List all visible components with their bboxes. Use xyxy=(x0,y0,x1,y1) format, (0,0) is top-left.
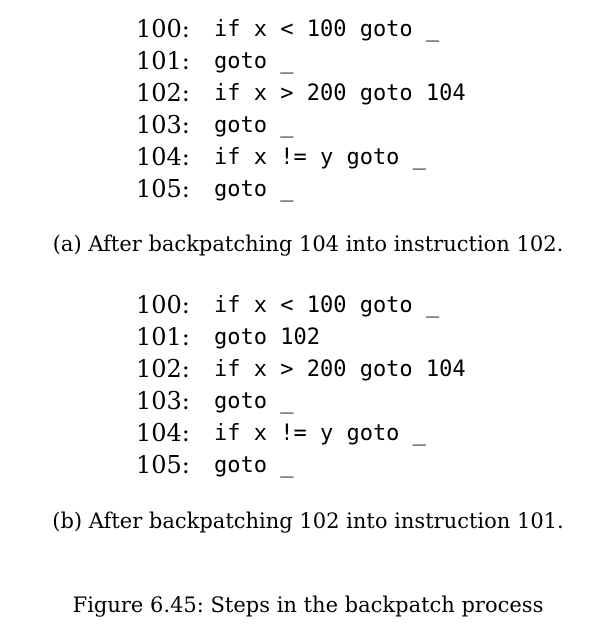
code-line: 101: goto _ xyxy=(136,45,466,77)
line-number: 101: xyxy=(136,323,190,351)
line-number: 101: xyxy=(136,47,190,75)
instruction: if x < 100 goto _ xyxy=(214,16,440,42)
code-line: 101: goto 102 xyxy=(136,321,466,353)
figure-caption: Figure 6.45: Steps in the backpatch proc… xyxy=(72,593,544,617)
line-number: 102: xyxy=(136,79,190,107)
subcaption-a: (a) After backpatching 104 into instruct… xyxy=(52,232,564,256)
instruction: goto _ xyxy=(214,48,294,74)
instruction: if x > 200 goto 104 xyxy=(214,80,466,106)
line-number: 104: xyxy=(136,143,190,171)
code-line: 102: if x > 200 goto 104 xyxy=(136,77,466,109)
code-line: 103: goto _ xyxy=(136,385,466,417)
line-number: 105: xyxy=(136,451,190,479)
code-line: 105: goto _ xyxy=(136,449,466,481)
line-number: 105: xyxy=(136,175,190,203)
code-listing-b: 100: if x < 100 goto _ 101: goto 102 102: i… xyxy=(136,289,466,481)
code-line: 103: goto _ xyxy=(136,109,466,141)
instruction: goto _ xyxy=(214,112,294,138)
instruction: goto 102 xyxy=(214,324,320,350)
line-number: 104: xyxy=(136,419,190,447)
line-number: 102: xyxy=(136,355,190,383)
code-line: 100: if x < 100 goto _ xyxy=(136,13,466,45)
subcaption-b: (b) After backpatching 102 into instruct… xyxy=(52,509,564,533)
code-line: 104: if x != y goto _ xyxy=(136,141,466,173)
instruction: if x > 200 goto 104 xyxy=(214,356,466,382)
instruction: if x != y goto _ xyxy=(214,420,426,446)
instruction: goto _ xyxy=(214,452,294,478)
line-number: 103: xyxy=(136,111,190,139)
code-line: 102: if x > 200 goto 104 xyxy=(136,353,466,385)
code-line: 100: if x < 100 goto _ xyxy=(136,289,466,321)
instruction: goto _ xyxy=(214,176,294,202)
line-number: 103: xyxy=(136,387,190,415)
code-line: 104: if x != y goto _ xyxy=(136,417,466,449)
line-number: 100: xyxy=(136,291,190,319)
instruction: if x < 100 goto _ xyxy=(214,292,440,318)
instruction: if x != y goto _ xyxy=(214,144,426,170)
instruction: goto _ xyxy=(214,388,294,414)
line-number: 100: xyxy=(136,15,190,43)
code-line: 105: goto _ xyxy=(136,173,466,205)
code-listing-a: 100: if x < 100 goto _ 101: goto _ 102: if … xyxy=(136,13,466,205)
